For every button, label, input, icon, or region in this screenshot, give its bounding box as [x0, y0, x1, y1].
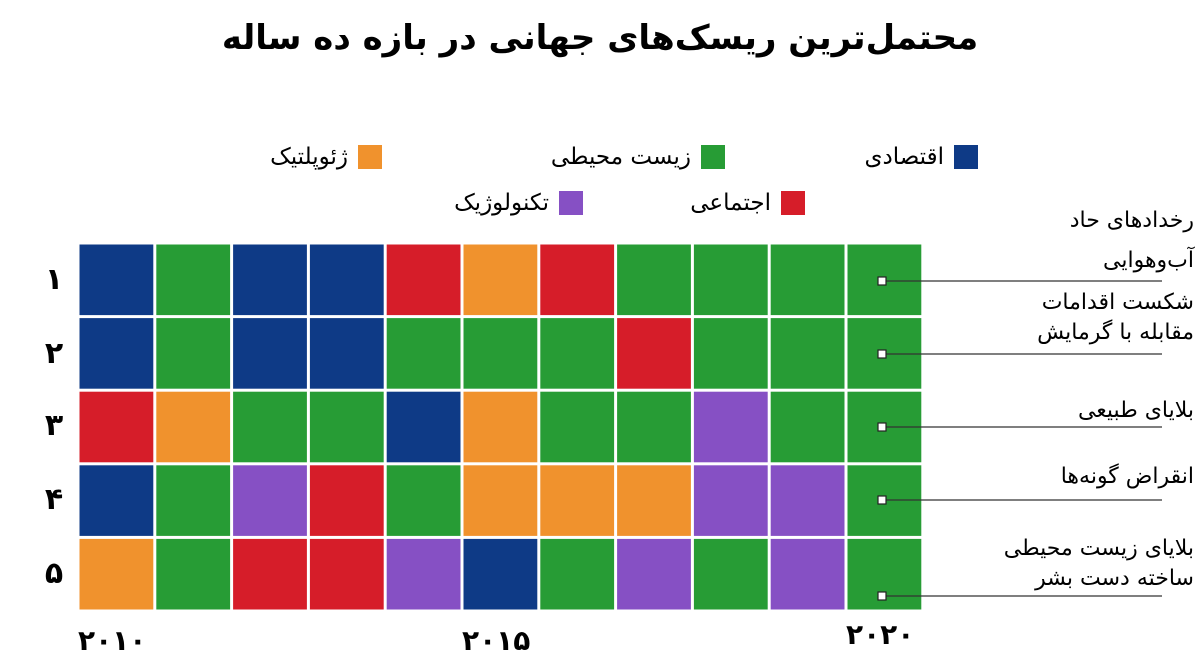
chart-title: محتمل‌ترین ریسک‌های جهانی در بازه ده سال… — [221, 18, 979, 58]
legend-item-geopolitical: ژئوپلتیک — [222, 142, 382, 172]
heatmap-cell — [386, 538, 461, 610]
legend-label: اقتصادی — [864, 144, 944, 170]
annotation-line: شکست اقدامات — [1041, 290, 1194, 315]
legend-swatch — [954, 145, 978, 169]
heatmap-cell — [617, 318, 691, 389]
annotation-line: ساخته دست بشر — [1035, 566, 1194, 591]
annotation-natural-disasters: بلایای طبیعی — [1078, 396, 1194, 426]
heatmap-cell — [770, 465, 845, 536]
heatmap-cell — [463, 465, 538, 536]
rank-label: ۲ — [44, 336, 64, 371]
heatmap-cell — [617, 538, 691, 610]
heatmap-cell — [156, 391, 231, 463]
heatmap-cell — [156, 538, 231, 610]
legend-item-technological: تکنولوژیک — [395, 188, 583, 218]
heatmap-cell — [156, 318, 231, 389]
legend-label: ژئوپلتیک — [270, 144, 348, 170]
annotation-line: بلایای طبیعی — [1077, 398, 1194, 423]
annotation-biodiversity-loss: انقراض گونه‌ها — [1061, 462, 1194, 492]
heatmap-cell — [156, 465, 231, 536]
heatmap-cell — [79, 391, 154, 463]
heatmap-cell — [309, 538, 384, 610]
heatmap-cell — [540, 391, 615, 463]
heatmap-cell — [540, 244, 615, 316]
heatmap-cell — [309, 318, 384, 389]
heatmap-cell — [463, 318, 538, 389]
heatmap-cell — [233, 318, 307, 389]
heatmap-cell — [156, 244, 231, 316]
annotation-line: بلایای زیست محیطی — [1003, 536, 1194, 561]
legend-swatch — [701, 145, 725, 169]
heatmap-cell — [540, 465, 615, 536]
heatmap-cell — [770, 538, 845, 610]
heatmap-cell — [309, 391, 384, 463]
legend-item-economic: اقتصادی — [838, 142, 978, 172]
annotation-line: آب‌وهوایی — [1103, 248, 1194, 273]
rank-label: ۱ — [44, 262, 64, 297]
heatmap-cell — [309, 244, 384, 316]
heatmap-cell — [693, 465, 768, 536]
heatmap-cell — [386, 391, 461, 463]
heatmap-cell — [79, 244, 154, 316]
annotation-human-made-disasters: بلایای زیست محیطی ساخته دست بشر — [1004, 534, 1194, 594]
heatmap-cell — [693, 318, 768, 389]
heatmap-cell — [617, 465, 691, 536]
annotation-climate-action-failure: شکست اقدامات مقابله با گرمایش — [1037, 288, 1194, 348]
heatmap-cell — [386, 244, 461, 316]
heatmap-cell — [79, 538, 154, 610]
heatmap-cell — [463, 244, 538, 316]
heatmap-cell — [233, 244, 307, 316]
rank-label: ۴ — [44, 482, 64, 517]
heatmap-cell — [617, 244, 691, 316]
heatmap-cell — [79, 318, 154, 389]
annotation-line: رخدادهای حاد — [1069, 208, 1194, 233]
year-label-2010: ۲۰۱۰ — [78, 624, 147, 657]
heatmap-cell — [233, 538, 307, 610]
heatmap-cell — [386, 318, 461, 389]
annotation-extreme-weather: رخدادهای حاد آب‌وهوایی — [1070, 206, 1194, 276]
heatmap-cell — [617, 391, 691, 463]
heatmap-cell — [693, 538, 768, 610]
heatmap-cell — [79, 465, 154, 536]
year-label-2015: ۲۰۱۵ — [462, 624, 531, 657]
legend-swatch — [781, 191, 805, 215]
annotation-marker — [877, 591, 887, 601]
heatmap-cell — [233, 465, 307, 536]
legend-label: تکنولوژیک — [454, 190, 549, 216]
legend-item-environmental: زیست محیطی — [500, 142, 725, 172]
annotation-marker — [877, 349, 887, 359]
legend-label: اجتماعی — [690, 190, 771, 216]
annotation-marker — [877, 495, 887, 505]
heatmap-cell — [693, 391, 768, 463]
heatmap-cell — [386, 465, 461, 536]
annotation-line: انقراض گونه‌ها — [1060, 464, 1194, 489]
year-label-2020: ۲۰۲۰ — [846, 618, 915, 651]
heatmap-cell — [693, 244, 768, 316]
heatmap-cell — [770, 244, 845, 316]
heatmap-cell — [463, 391, 538, 463]
heatmap-cell — [540, 318, 615, 389]
heatmap-cell — [540, 538, 615, 610]
heatmap-cell — [463, 538, 538, 610]
legend-item-societal: اجتماعی — [660, 188, 805, 218]
rank-label: ۵ — [44, 556, 64, 591]
legend-swatch — [358, 145, 382, 169]
legend-swatch — [559, 191, 583, 215]
heatmap-cell — [770, 391, 845, 463]
heatmap-cell — [309, 465, 384, 536]
annotation-marker — [877, 422, 887, 432]
rank-label: ۳ — [44, 408, 64, 443]
annotation-line: مقابله با گرمایش — [1037, 320, 1194, 345]
heatmap-cell — [770, 318, 845, 389]
heatmap-cell — [233, 391, 307, 463]
annotation-marker — [877, 276, 887, 286]
legend-label: زیست محیطی — [550, 144, 691, 170]
